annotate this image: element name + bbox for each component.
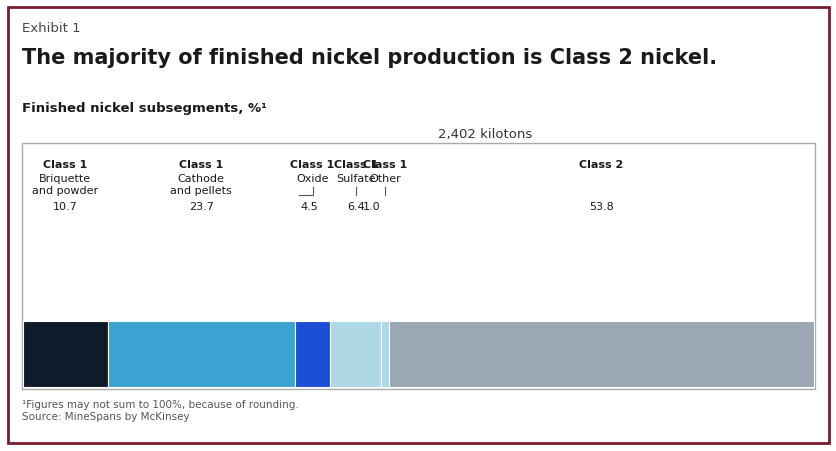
Text: Class 1: Class 1 bbox=[334, 160, 377, 170]
Text: Source: MineSpans by McKinsey: Source: MineSpans by McKinsey bbox=[22, 411, 190, 421]
Text: Briquette: Briquette bbox=[39, 174, 91, 184]
Text: Class 2: Class 2 bbox=[579, 160, 623, 170]
Text: Oxide: Oxide bbox=[296, 174, 329, 184]
Text: 2,402 kilotons: 2,402 kilotons bbox=[438, 128, 532, 141]
Text: and powder: and powder bbox=[32, 186, 98, 196]
Text: 6.4: 6.4 bbox=[346, 202, 364, 212]
Text: Finished nickel subsegments, %¹: Finished nickel subsegments, %¹ bbox=[22, 102, 267, 115]
Bar bbox=[380, 321, 389, 387]
Text: 4.5: 4.5 bbox=[300, 202, 319, 212]
Text: Cathode: Cathode bbox=[177, 174, 224, 184]
Text: Sulfate: Sulfate bbox=[335, 174, 375, 184]
Text: 23.7: 23.7 bbox=[189, 202, 213, 212]
Bar bbox=[107, 321, 294, 387]
Bar bbox=[389, 321, 813, 387]
Text: Class 1: Class 1 bbox=[362, 160, 406, 170]
Text: and pellets: and pellets bbox=[170, 186, 232, 196]
Text: The majority of finished nickel production is Class 2 nickel.: The majority of finished nickel producti… bbox=[22, 48, 716, 68]
Text: ¹Figures may not sum to 100%, because of rounding.: ¹Figures may not sum to 100%, because of… bbox=[22, 399, 298, 409]
Text: Class 1: Class 1 bbox=[179, 160, 223, 170]
Text: 1.0: 1.0 bbox=[363, 202, 380, 212]
Bar bbox=[22, 144, 814, 389]
Text: 53.8: 53.8 bbox=[589, 202, 613, 212]
Text: Other: Other bbox=[369, 174, 400, 184]
Text: Class 1: Class 1 bbox=[290, 160, 334, 170]
Text: Exhibit 1: Exhibit 1 bbox=[22, 22, 80, 35]
Text: 10.7: 10.7 bbox=[53, 202, 78, 212]
Text: Class 1: Class 1 bbox=[43, 160, 87, 170]
Bar bbox=[330, 321, 380, 387]
Bar bbox=[294, 321, 330, 387]
Bar bbox=[23, 321, 107, 387]
